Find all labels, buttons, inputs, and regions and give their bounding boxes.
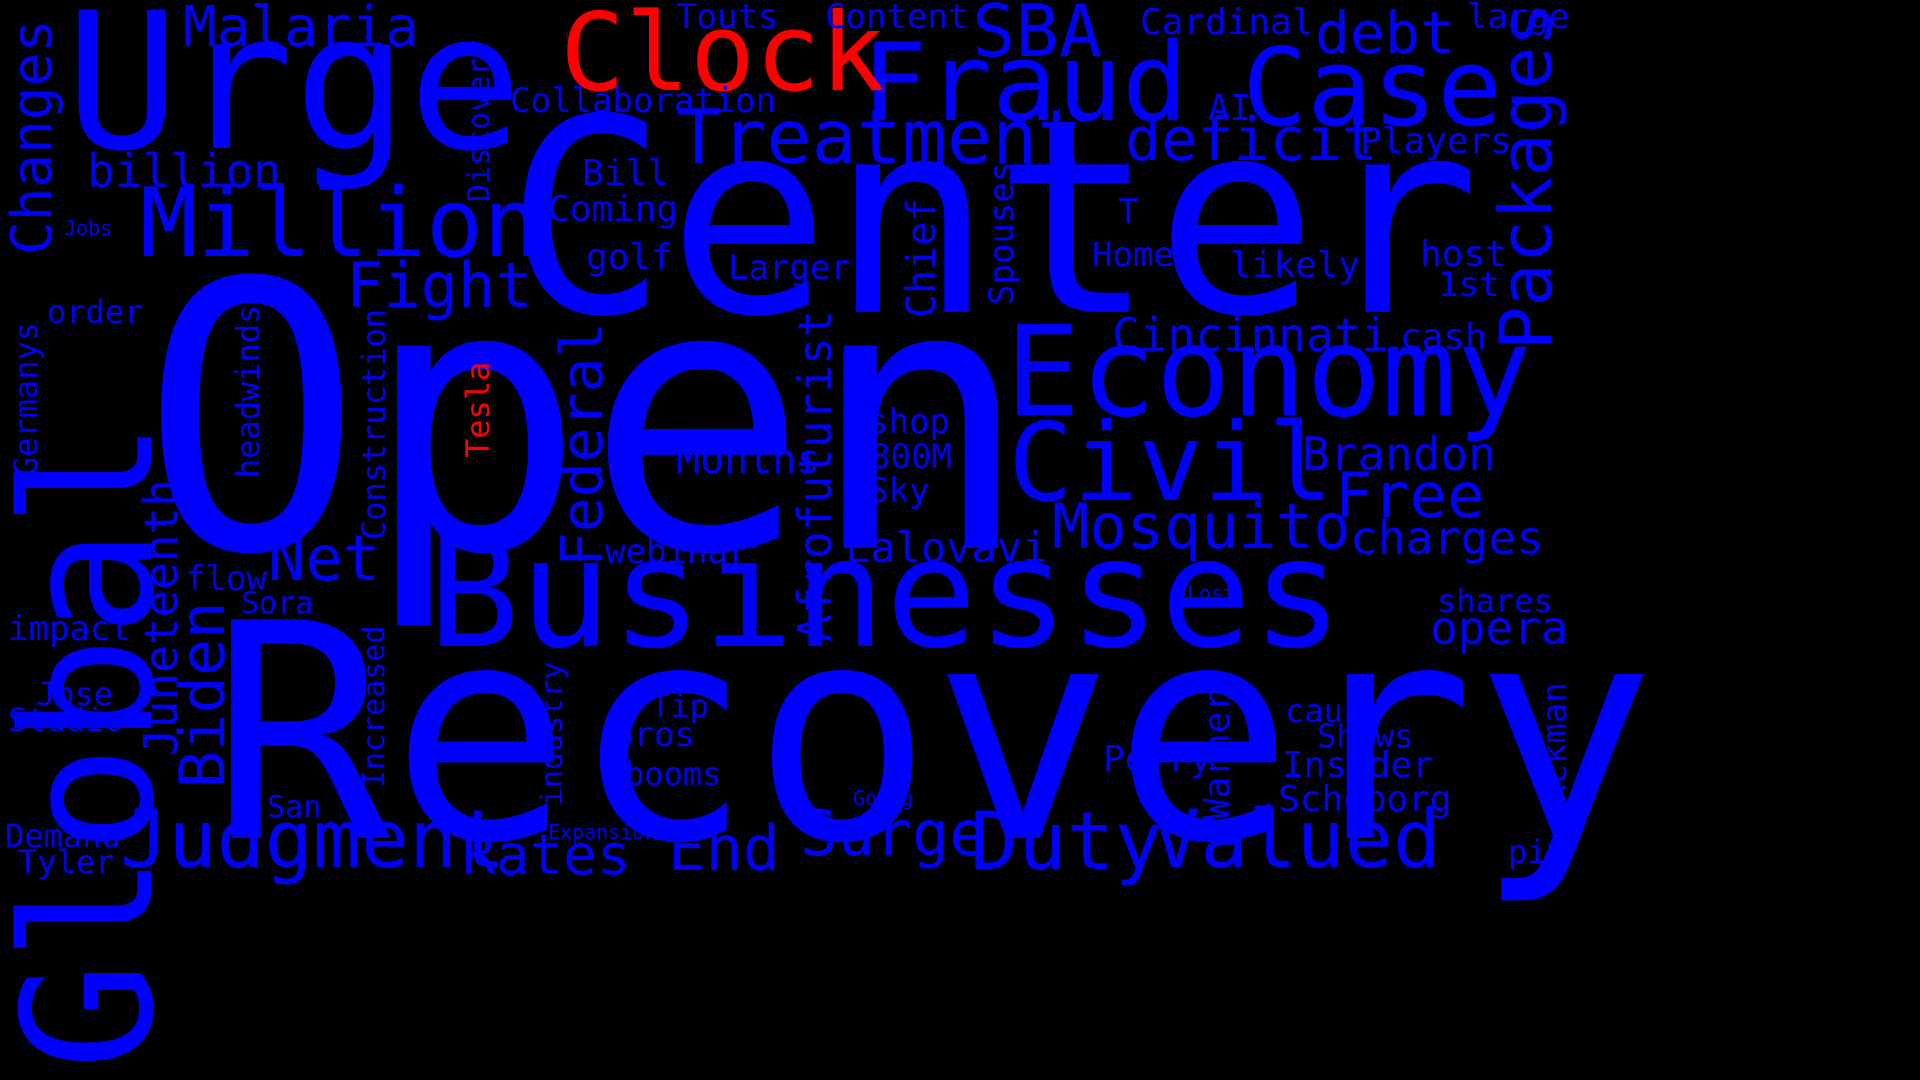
word-clock: Clock: [560, 0, 886, 116]
word-economy: Economy: [1005, 300, 1532, 445]
word-schoborg: Schoborg: [1278, 779, 1452, 820]
word-billion: billion: [87, 144, 281, 198]
word-sky: Sky: [868, 471, 930, 511]
word-golf: golf: [586, 237, 673, 278]
word-impact: impact: [8, 609, 131, 649]
word-jobs: Jobs: [64, 216, 113, 240]
word-ackman: Ackman: [1535, 682, 1575, 805]
word-lost: Lost: [1187, 581, 1236, 605]
word-san: San: [267, 790, 322, 825]
word-packages: Packages: [1484, 3, 1568, 350]
word-cash: cash: [1400, 317, 1487, 358]
word-expansion: Expansion: [548, 820, 657, 844]
word-construction: Construction: [355, 308, 393, 540]
word-case: Case: [1242, 26, 1503, 151]
word-tyler: Tyler: [18, 843, 115, 881]
word-warner: Warner: [1197, 689, 1238, 820]
word-rates: Rates: [462, 823, 631, 888]
word-webinar: webinar: [605, 532, 749, 572]
word-perry: Perry: [1103, 739, 1212, 780]
word-shop: shop: [868, 402, 950, 442]
word-months: Months: [676, 437, 821, 483]
word-booms: booms: [625, 755, 722, 793]
word-brandon: Brandon: [1302, 427, 1496, 481]
word-bill: Bill: [582, 153, 669, 194]
word-surge: Surge: [800, 797, 987, 870]
word-players: Players: [1360, 121, 1512, 162]
word-order: order: [47, 293, 144, 331]
word-increased: Increased: [357, 625, 392, 788]
word-recovery: Recovery: [210, 560, 1655, 909]
word-judgment: Judgment: [120, 793, 506, 886]
word-deficit: deficit: [1125, 105, 1378, 175]
word-civil: Civil: [1008, 401, 1334, 526]
word-malaria: Malaria: [183, 0, 420, 60]
word-center: Center: [505, 61, 1481, 376]
word-million: Million: [140, 169, 541, 279]
word-chief: Chief: [899, 197, 945, 318]
word-federal: Federal: [548, 322, 616, 567]
word-industry: industry: [535, 661, 570, 807]
word-host: host: [1420, 234, 1507, 275]
word-insider: Insider: [1282, 745, 1434, 786]
word-debt: debt: [1315, 0, 1455, 67]
word-ai: AI: [1208, 88, 1252, 129]
word-charges: charges: [1350, 511, 1544, 565]
word-shares: shares: [1437, 582, 1553, 620]
word-tip: Tip: [651, 687, 709, 725]
word-content: Content: [825, 0, 969, 37]
word-net: Net: [268, 522, 380, 595]
word-jose: Jose: [36, 675, 114, 713]
word-cincinnati: Cincinnati: [1112, 308, 1389, 362]
word-open: Open: [140, 206, 1032, 636]
word-lalovavi: Lalovavi: [845, 523, 1048, 572]
word-businesses: Businesses: [428, 505, 1344, 682]
word-urge: Urge: [65, 0, 523, 193]
word-likely: likely: [1230, 245, 1361, 286]
word-headwinds: headwinds: [229, 304, 267, 478]
word-spouses: Spouses: [982, 161, 1022, 305]
word-1st: 1st: [1438, 265, 1500, 305]
word-sba: SBA: [972, 0, 1103, 73]
word-fight: Fight: [346, 249, 533, 322]
word-bros: Bros: [613, 715, 695, 755]
word-larger: Larger: [728, 248, 851, 288]
word-large: large: [1467, 0, 1570, 37]
word-fraud: Fraud: [862, 21, 1188, 146]
word-end: End: [668, 812, 780, 885]
word-cause: cause: [1285, 692, 1382, 730]
word-mosquito: Mosquito: [1052, 490, 1351, 563]
word-juneteenth: Juneteenth: [134, 479, 188, 756]
word-changes: Changes: [0, 18, 65, 255]
word-studio: Studio: [8, 701, 124, 739]
word-flow: flow: [185, 559, 267, 599]
word-germanys: Germanys: [7, 321, 45, 476]
word-coming: Coming: [548, 189, 679, 230]
word-free: Free: [1335, 459, 1485, 532]
word-going: Going: [853, 786, 914, 810]
word-pie: pie: [1508, 833, 1566, 871]
word-opera: opera: [1430, 601, 1569, 655]
word-treatment: Treatment: [676, 93, 1083, 181]
word-800m: 800M: [870, 437, 952, 477]
word-collaboration: Collaboration: [510, 81, 777, 121]
word-home: Home: [1092, 235, 1174, 275]
word-tesla: Tesla: [459, 361, 497, 458]
word-cardinal: Cardinal: [1140, 2, 1314, 43]
word-valued: Valued: [1152, 793, 1441, 886]
word-discovery: Discovery: [462, 39, 497, 202]
word-demand: Demand: [5, 817, 121, 855]
word-t: T: [1118, 192, 1139, 232]
word-shows: Shows: [1317, 717, 1414, 755]
word-sora: Sora: [241, 586, 314, 621]
word-touts: Touts: [676, 0, 779, 37]
word-duty: Duty: [970, 795, 1163, 888]
